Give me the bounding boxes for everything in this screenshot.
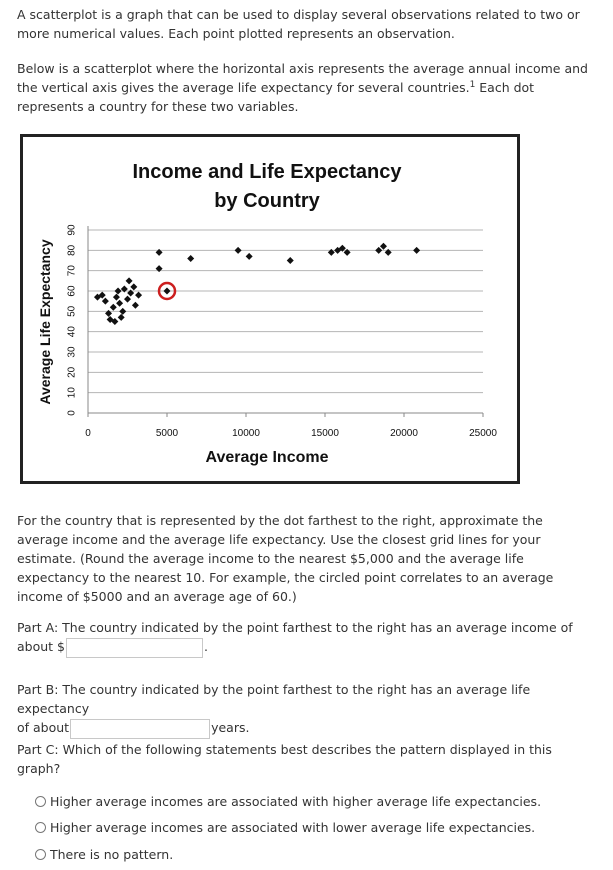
intro-text-before-footnote: Below is a scatterplot where the horizon… (17, 61, 588, 95)
data-point (125, 277, 133, 285)
data-point (413, 246, 421, 254)
part-b-prefix: of about (17, 720, 70, 735)
footnote-marker: 1 (469, 79, 476, 90)
y-tick-label: 90 (67, 224, 78, 236)
data-point (106, 315, 114, 323)
data-point (343, 248, 351, 256)
data-points (93, 242, 421, 325)
chart-title-line-1: Income and Life Expectancy (133, 161, 403, 183)
data-point (114, 287, 122, 295)
option-label: There is no pattern. (50, 847, 174, 862)
part-a-prompt: Part A: The country indicated by the poi… (17, 618, 592, 658)
data-point (234, 246, 242, 254)
data-point (109, 303, 117, 311)
highlight-circle (157, 281, 177, 301)
data-point (375, 246, 383, 254)
y-tick-label: 0 (67, 410, 78, 416)
part-a-suffix: . (204, 639, 208, 654)
chart-canvas: Income and Life Expectancy by Country Av… (37, 161, 497, 466)
data-point (127, 289, 135, 297)
y-tick-label: 40 (67, 326, 78, 338)
data-point (379, 242, 387, 250)
y-tick-label: 30 (67, 346, 78, 358)
data-point (130, 283, 138, 291)
gridlines (88, 229, 483, 394)
data-point (120, 285, 128, 293)
chart-title-line-2: by Country (214, 190, 320, 212)
y-tick-label: 70 (67, 265, 78, 277)
part-b-suffix: years. (211, 720, 250, 735)
intro-paragraph-1: A scatterplot is a graph that can be use… (17, 7, 580, 41)
data-point (111, 318, 119, 325)
option-higher-income-lower-life[interactable]: Higher average incomes are associated wi… (35, 818, 535, 837)
part-b-prompt: Part B: The country indicated by the poi… (17, 680, 592, 739)
y-tick-label: 10 (67, 387, 78, 399)
data-point (98, 291, 106, 299)
option-higher-income-higher-life[interactable]: Higher average incomes are associated wi… (35, 792, 541, 811)
data-point (155, 265, 163, 273)
y-tick-label: 60 (67, 285, 78, 297)
data-point (155, 248, 163, 256)
part-c-prompt: Part C: Which of the following statement… (17, 742, 552, 776)
intro-text-after-footnote: Each dot represents a country for these … (17, 80, 535, 114)
option-label: Higher average incomes are associated wi… (50, 794, 542, 809)
axes (87, 226, 484, 417)
radio-button[interactable] (35, 796, 46, 807)
intro-paragraph-2: Below is a scatterplot where the horizon… (17, 59, 592, 116)
part-b-line-1: Part B: The country indicated by the poi… (17, 682, 531, 716)
option-label: Higher average incomes are associated wi… (50, 820, 536, 835)
data-point (338, 244, 346, 252)
data-point (101, 297, 109, 305)
part-a-income-input[interactable] (66, 637, 203, 658)
data-point (105, 309, 113, 317)
option-no-pattern[interactable]: There is no pattern. (35, 845, 173, 864)
data-point (384, 248, 392, 256)
data-point (112, 293, 120, 301)
radio-button[interactable] (35, 822, 46, 833)
part-a-line-1: Part A: The country indicated by the poi… (17, 620, 573, 635)
data-point (327, 248, 335, 256)
x-tick-label: 15000 (311, 428, 339, 439)
y-tick-labels: 0 10 20 30 40 50 60 70 80 90 (67, 224, 78, 416)
x-tick-label: 10000 (232, 428, 260, 439)
part-a-prefix: about $ (17, 639, 65, 654)
data-point (245, 252, 253, 260)
x-tick-label: 25000 (469, 428, 497, 439)
x-tick-label: 5000 (156, 428, 179, 439)
data-point (124, 295, 131, 303)
x-tick-label: 20000 (390, 428, 418, 439)
data-point (119, 307, 127, 315)
x-axis-label: Average Income (205, 449, 328, 466)
data-point (286, 257, 294, 264)
radio-button[interactable] (35, 849, 46, 860)
y-tick-label: 50 (67, 305, 78, 317)
data-point (131, 301, 139, 309)
y-tick-label: 20 (67, 366, 78, 378)
x-tick-label: 0 (85, 428, 91, 439)
question-paragraph: For the country that is represented by t… (17, 513, 554, 604)
circled-data-point (163, 287, 171, 295)
y-tick-label: 80 (67, 244, 78, 256)
y-axis-label: Average Life Expectancy (37, 239, 53, 404)
x-tick-labels: 0 5000 10000 15000 20000 25000 (85, 428, 497, 439)
part-b-life-expectancy-input[interactable] (70, 718, 211, 739)
data-point (135, 291, 143, 299)
data-point (187, 254, 195, 262)
data-point (116, 299, 124, 307)
scatterplot-chart: Income and Life Expectancy by Country Av… (20, 134, 520, 484)
data-point (117, 313, 125, 321)
